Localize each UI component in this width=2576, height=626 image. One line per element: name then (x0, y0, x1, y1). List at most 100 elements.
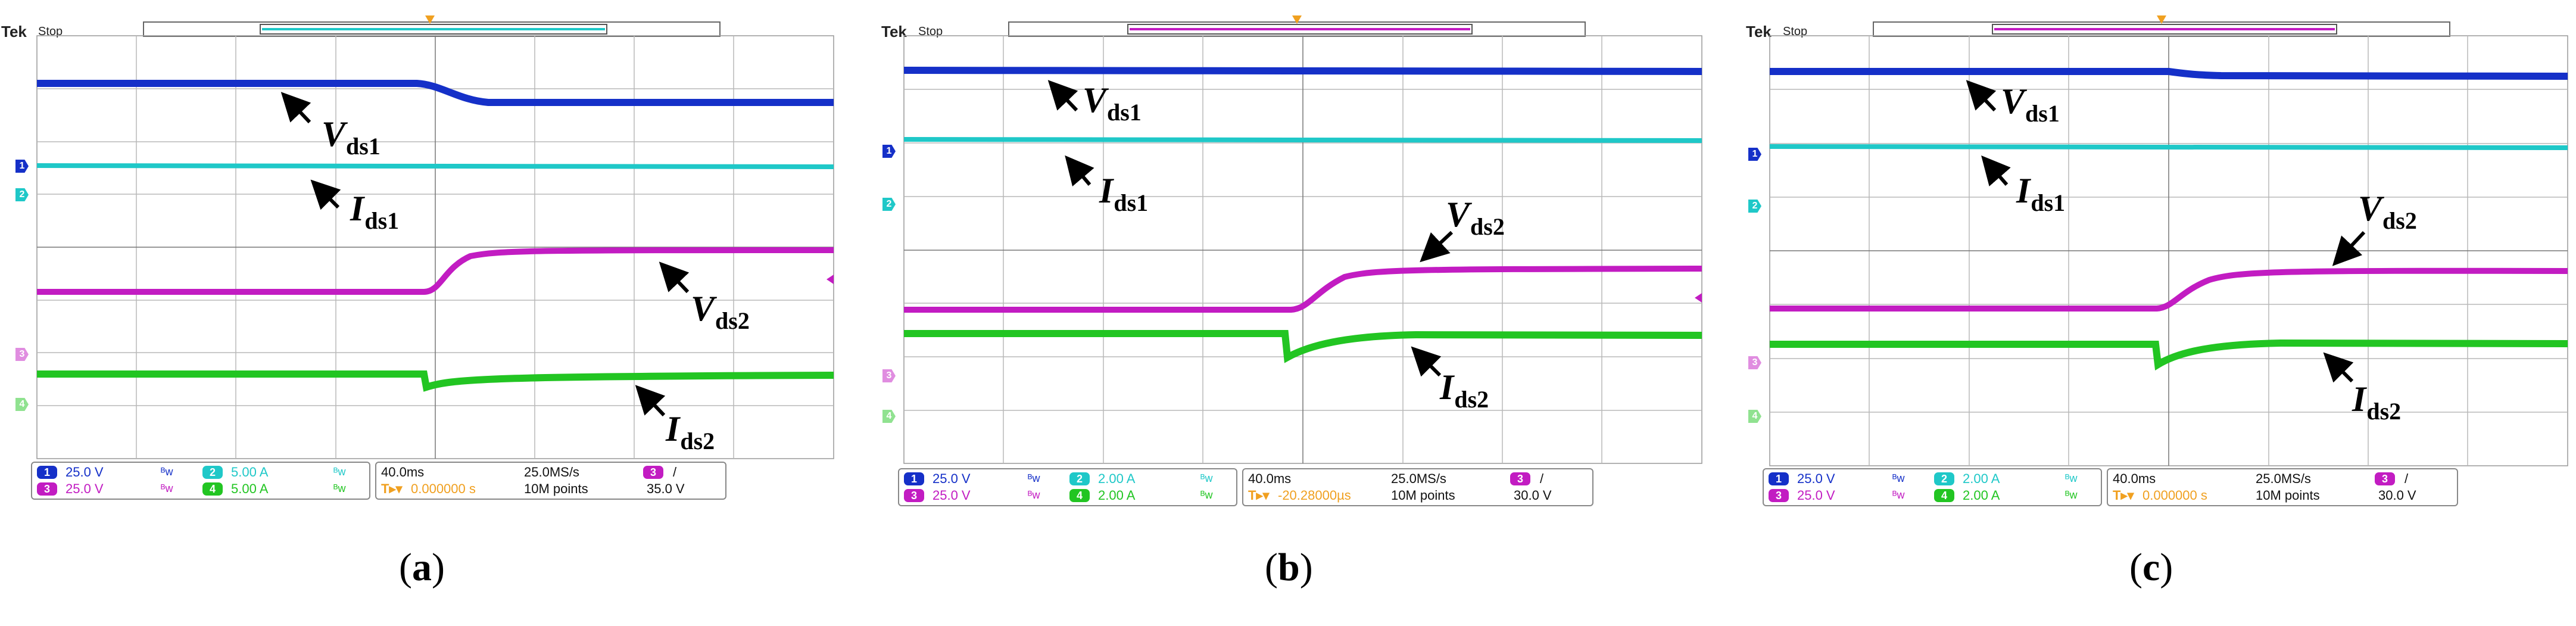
ch3-scale: 25.0 V (933, 488, 971, 503)
trace-ch1 (903, 67, 1702, 75)
trigger-slope: / (673, 465, 677, 479)
trace-ch2 (903, 137, 1702, 143)
ch2-scale: 2.00 A (1963, 471, 2000, 486)
ch3-bw-icon: ᴮw (1892, 489, 1905, 501)
acquisition-state: Stop (918, 25, 943, 38)
trigger-level-marker[interactable] (827, 275, 834, 284)
ch1-scale: 25.0 V (66, 465, 104, 479)
record-view-window[interactable] (260, 24, 607, 35)
trace-ch1 (1770, 68, 2568, 80)
ch2-bw-icon: ᴮw (333, 466, 346, 478)
trigger-level: 30.0 V (1514, 488, 1552, 503)
ch3-badge[interactable]: 3 (1769, 489, 1789, 502)
trace-ch3 (1770, 267, 2568, 312)
ch4-scale: 5.00 A (231, 481, 269, 496)
ch3-scale: 25.0 V (1797, 488, 1835, 503)
ch3-ground-marker[interactable]: 3 (882, 369, 896, 382)
ch4-ground-marker[interactable]: 4 (15, 398, 29, 411)
record-points: 10M points (1391, 488, 1455, 503)
ch1-bw-icon: ᴮw (1892, 472, 1905, 484)
figure-caption: (a) (399, 546, 445, 589)
trace-ch3 (37, 247, 834, 295)
ch4-badge[interactable]: 4 (1069, 489, 1090, 502)
trace-ch2 (36, 163, 834, 169)
trigger-source-badge[interactable]: 3 (2375, 472, 2395, 485)
ch3-scale: 25.0 V (66, 481, 104, 496)
trigger-position: 0.000000 s (2142, 488, 2207, 503)
graticule (903, 35, 1702, 464)
vertical-settings-box (31, 462, 370, 500)
ch2-ground-marker[interactable]: 2 (1748, 200, 1761, 213)
ch1-ground-marker[interactable]: 1 (1748, 148, 1761, 161)
trace-ch3 (904, 266, 1702, 313)
record-points: 10M points (2256, 488, 2320, 503)
label-vds1: Vds1 (2001, 82, 2060, 127)
label-vds2: Vds2 (2358, 189, 2417, 234)
timebase: 40.0ms (2113, 471, 2156, 486)
trace-ch4 (904, 330, 1702, 363)
trigger-position-icon: T▸▾ (2113, 488, 2134, 503)
ch1-badge[interactable]: 1 (37, 466, 57, 479)
ch3-bw-icon: ᴮw (1028, 489, 1040, 501)
record-view-window[interactable] (1992, 24, 2337, 35)
trigger-source-badge[interactable]: 3 (643, 466, 663, 479)
trigger-position-marker[interactable] (1292, 15, 1302, 24)
brand-logo: Tek (1, 23, 27, 41)
label-vds2: Vds2 (691, 289, 750, 334)
waveform-display (1769, 35, 2568, 466)
ch1-ground-marker[interactable]: 1 (882, 145, 896, 158)
annotation-arrows (1966, 80, 2366, 383)
label-ids2: Ids2 (2352, 379, 2402, 425)
horizontal-trigger-box (2107, 468, 2458, 506)
ch3-ground-marker[interactable]: 3 (15, 348, 29, 361)
ch4-ground-marker[interactable]: 4 (1748, 410, 1761, 423)
trigger-level: 35.0 V (647, 481, 685, 496)
ch2-scale: 2.00 A (1098, 471, 1136, 486)
brand-logo: Tek (1746, 23, 1772, 41)
label-ids1: Ids1 (1099, 171, 1149, 216)
scope-panel-a: Tek Stop 1 2 3 4 Vds1 I (0, 0, 846, 626)
ch4-scale: 2.00 A (1963, 488, 2000, 503)
ch2-badge[interactable]: 2 (202, 466, 223, 479)
figure-caption: (b) (1265, 546, 1313, 589)
ch2-bw-icon: ᴮw (1200, 472, 1213, 484)
trigger-position-marker[interactable] (425, 15, 435, 24)
ch3-ground-marker[interactable]: 3 (1748, 356, 1761, 369)
ch4-badge[interactable]: 4 (1934, 489, 1954, 502)
trigger-position-marker[interactable] (2157, 15, 2166, 24)
record-view-window[interactable] (1127, 24, 1473, 35)
label-ids2: Ids2 (1440, 367, 1489, 413)
trigger-source-badge[interactable]: 3 (1510, 472, 1530, 485)
ch1-badge[interactable]: 1 (904, 472, 924, 485)
ch3-badge[interactable]: 3 (37, 482, 57, 496)
figure-caption: (c) (2129, 546, 2173, 589)
trigger-position: 0.000000 s (411, 481, 476, 496)
ch4-ground-marker[interactable]: 4 (882, 410, 896, 423)
brand-logo: Tek (881, 23, 907, 41)
ch2-badge[interactable]: 2 (1934, 472, 1954, 485)
ch2-ground-marker[interactable]: 2 (15, 188, 29, 201)
ch4-bw-icon: ᴮw (2065, 489, 2078, 501)
ch1-bw-icon: ᴮw (1028, 472, 1040, 484)
sample-rate: 25.0MS/s (524, 465, 579, 479)
ch2-ground-marker[interactable]: 2 (882, 198, 896, 211)
ch2-badge[interactable]: 2 (1069, 472, 1090, 485)
trigger-slope: / (1540, 471, 1544, 486)
acquisition-state: Stop (38, 25, 63, 38)
ch1-bw-icon: ᴮw (161, 466, 173, 478)
record-points: 10M points (524, 481, 588, 496)
trigger-level-marker[interactable] (1695, 293, 1702, 303)
waveform-display (903, 35, 1702, 464)
ch4-badge[interactable]: 4 (202, 482, 223, 496)
timebase: 40.0ms (381, 465, 425, 479)
trace-ch2 (1769, 144, 2568, 150)
ch4-bw-icon: ᴮw (333, 482, 346, 494)
trigger-level: 30.0 V (2378, 488, 2416, 503)
label-vds1: Vds1 (322, 114, 381, 160)
timebase: 40.0ms (1248, 471, 1292, 486)
scope-panel-c: Tek Stop 1 2 3 4 Vds1 Ids1 (1745, 0, 2576, 626)
ch1-badge[interactable]: 1 (1769, 472, 1789, 485)
ch1-ground-marker[interactable]: 1 (15, 160, 29, 173)
ch3-badge[interactable]: 3 (904, 489, 924, 502)
acquisition-state: Stop (1783, 25, 1808, 38)
